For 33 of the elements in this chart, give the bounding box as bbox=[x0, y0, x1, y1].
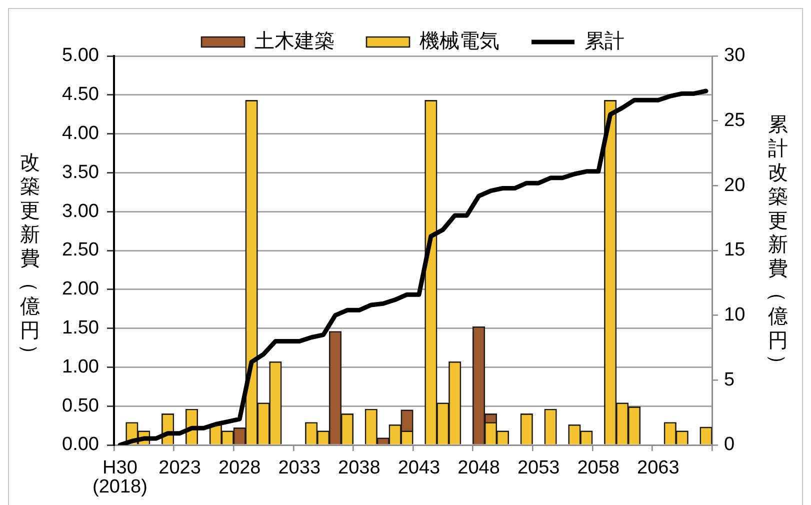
y-tick-label: 3.50 bbox=[62, 162, 99, 183]
legend-label: 累計 bbox=[584, 30, 624, 53]
y-tick-label: 5.00 bbox=[62, 45, 99, 66]
y-tick-label: 4.00 bbox=[62, 123, 99, 144]
x-tick-label: 2038 bbox=[338, 458, 380, 479]
y-tick-label: 2.00 bbox=[62, 278, 99, 300]
x-tick-label: H30 (2018) bbox=[92, 458, 148, 498]
text: 改築更新費（億円） bbox=[18, 150, 42, 364]
x-tick-label: 2028 bbox=[218, 458, 261, 479]
y-tick-label: 3.00 bbox=[62, 200, 99, 222]
x-tick-label: 2043 bbox=[398, 458, 440, 479]
y2-tick-label: 10 bbox=[724, 304, 746, 326]
y-tick-label: 4.50 bbox=[62, 84, 99, 106]
y-tick-label: 0.00 bbox=[62, 434, 99, 456]
y2-tick-label: 20 bbox=[724, 174, 746, 196]
x-tick-label: 2058 bbox=[577, 458, 620, 479]
y-tick-label: 0.50 bbox=[62, 395, 99, 416]
y2-tick-label: 5 bbox=[724, 369, 735, 390]
y2-tick-label: 30 bbox=[724, 45, 746, 66]
y-tick-label: 1.00 bbox=[62, 356, 99, 378]
x-tick-label: 2063 bbox=[637, 458, 680, 479]
x-tick-label: 2033 bbox=[278, 458, 321, 479]
x-tick-label: 2023 bbox=[158, 458, 201, 479]
y2-tick-label: 0 bbox=[724, 434, 735, 456]
text: 累計改築更新費（億円） bbox=[766, 112, 790, 374]
y-tick-label: 1.50 bbox=[62, 318, 99, 339]
y2-tick-label: 15 bbox=[724, 240, 746, 261]
x-tick-label: 2053 bbox=[517, 458, 560, 479]
legend-label: 土木建築 bbox=[254, 30, 334, 53]
y-tick-label: 2.50 bbox=[62, 240, 99, 261]
legend-label: 機械電気 bbox=[420, 30, 500, 53]
y2-tick-label: 25 bbox=[724, 110, 746, 132]
x-tick-label: 2048 bbox=[458, 458, 500, 479]
